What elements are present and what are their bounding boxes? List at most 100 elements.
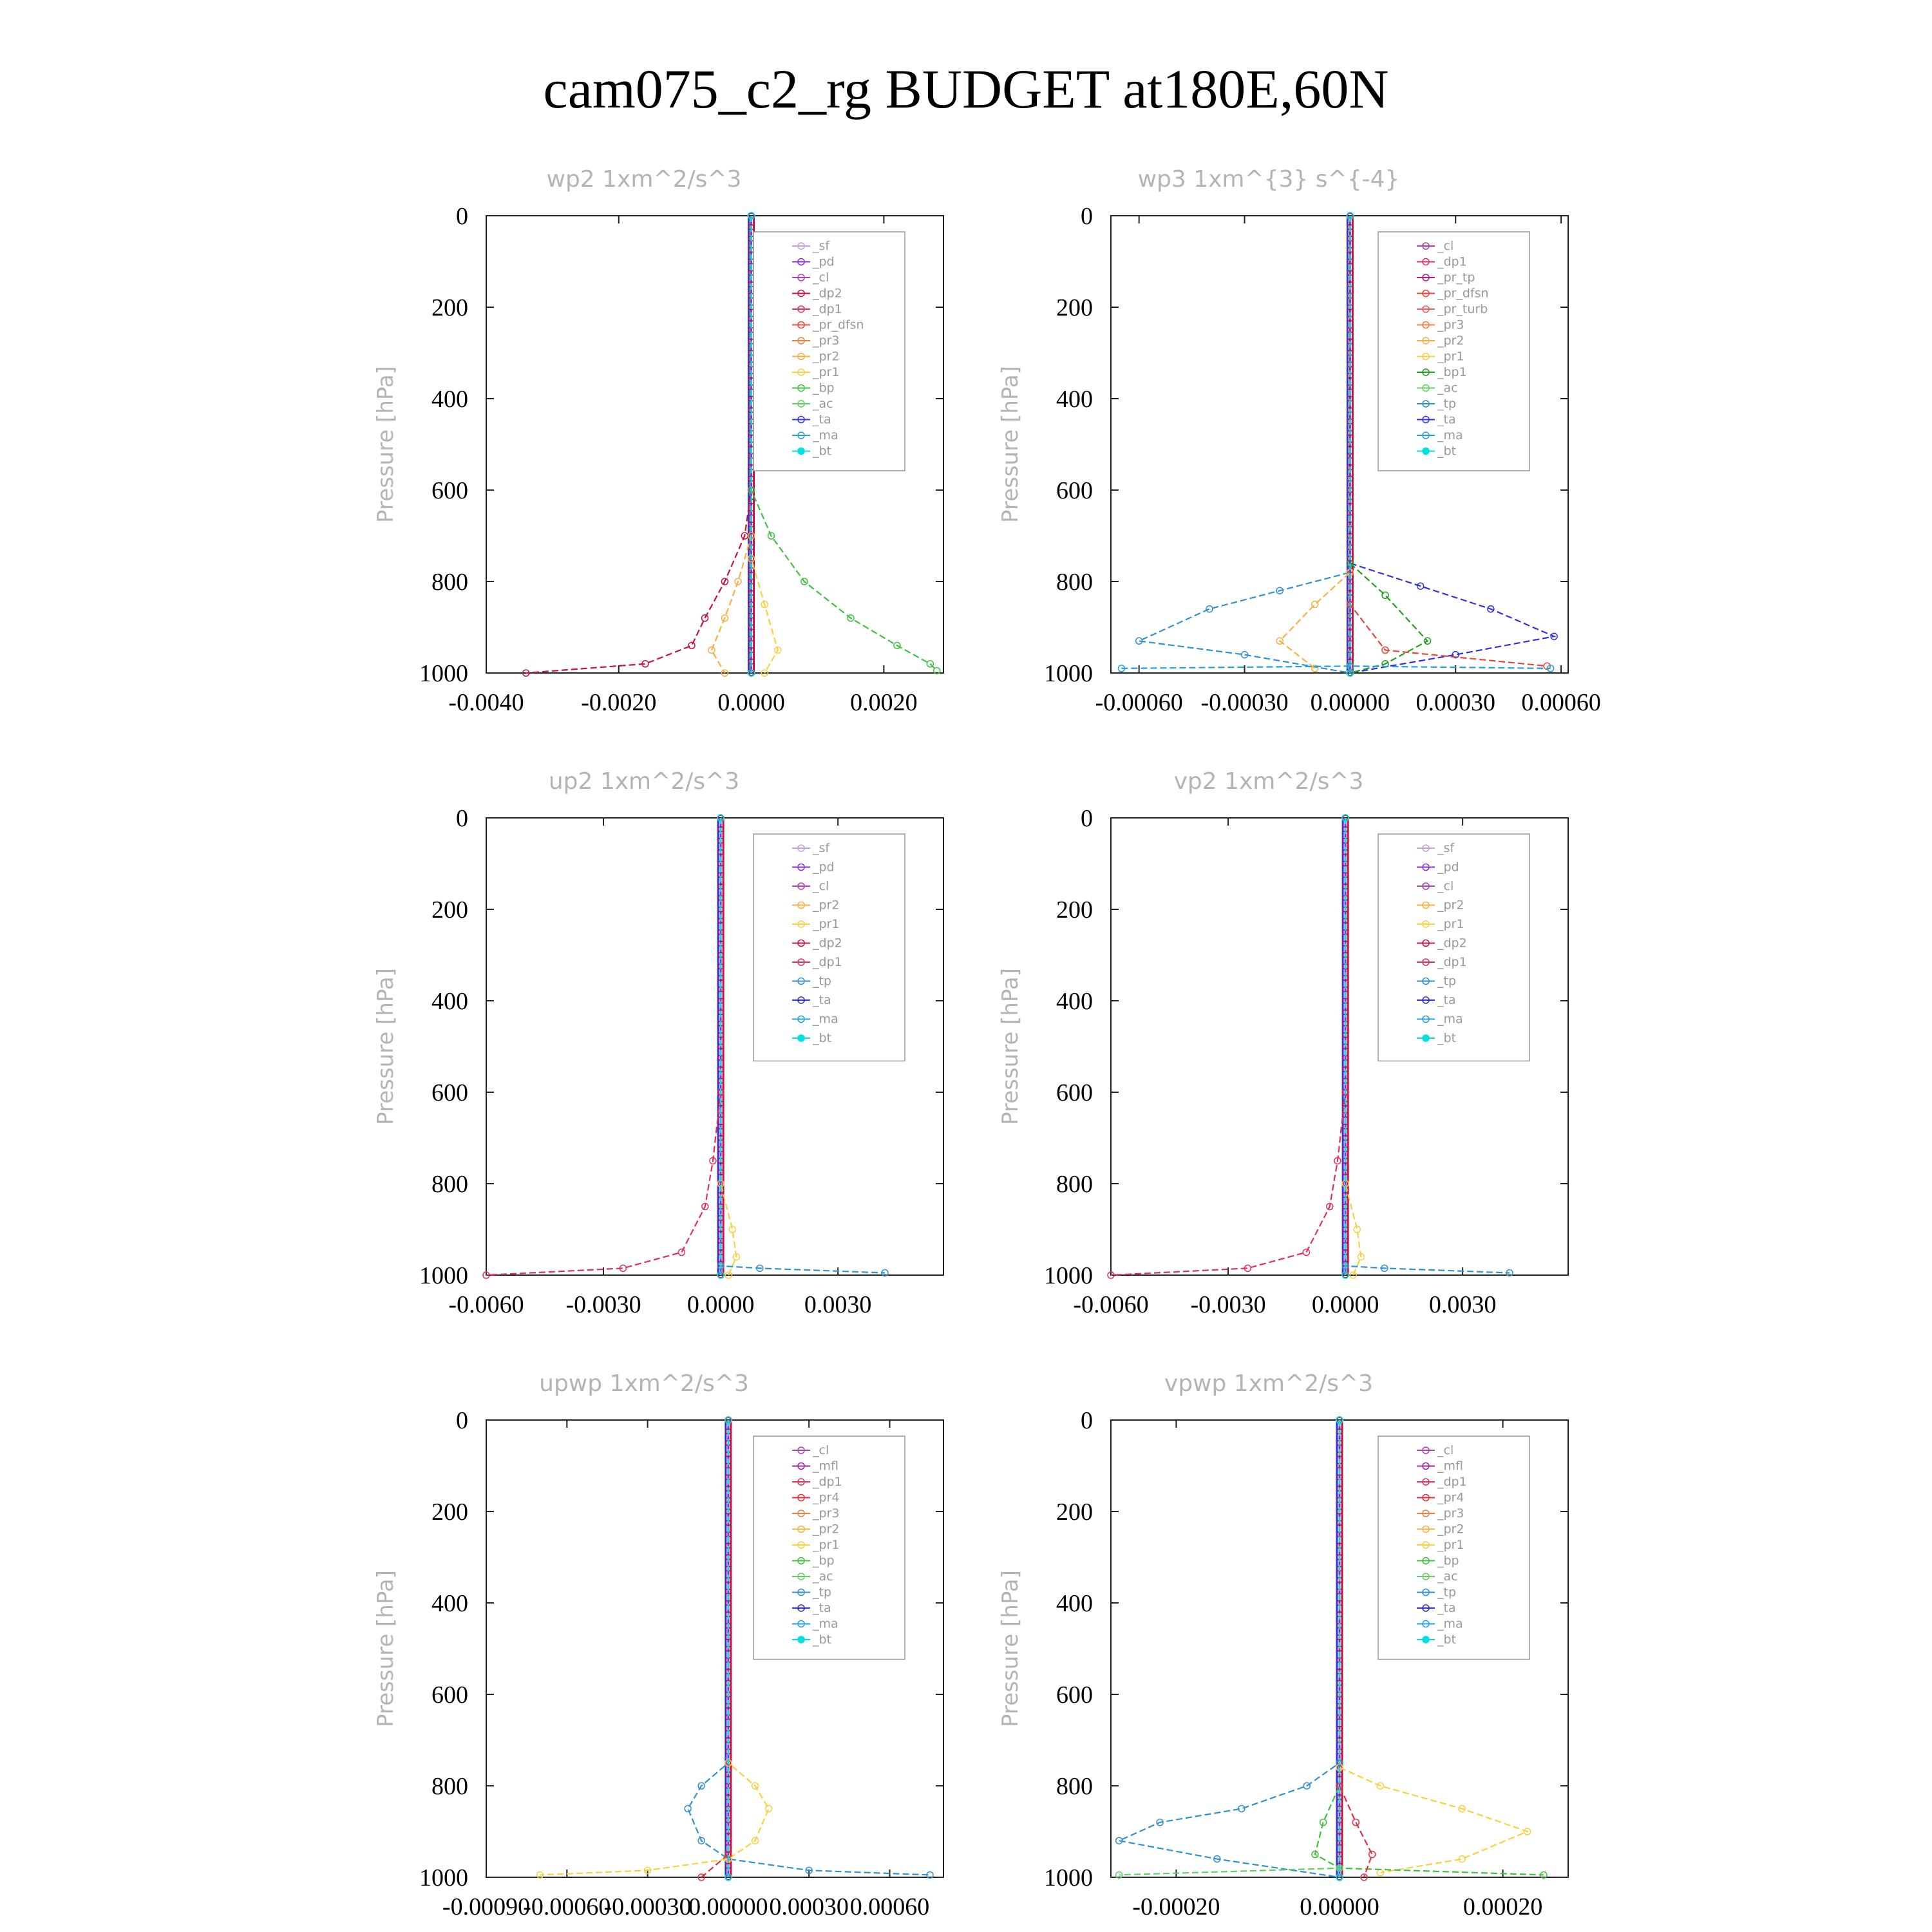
legend-marker bbox=[1422, 1478, 1430, 1486]
panel-2: wp3 1xm^{3} s^{-4} Pressure [hPa] 0 200 400 6… bbox=[998, 166, 1601, 716]
legend-label: _dp1 bbox=[812, 955, 842, 969]
series-marker bbox=[1311, 665, 1319, 672]
legend-label: _pr2 bbox=[812, 898, 839, 913]
series-marker bbox=[805, 1866, 813, 1875]
series-marker bbox=[751, 1782, 759, 1790]
series-marker bbox=[1303, 1782, 1311, 1790]
legend-label: _bt bbox=[812, 1031, 831, 1045]
legend-marker bbox=[1422, 1015, 1430, 1023]
x-tick-label: -0.00020 bbox=[1132, 1893, 1220, 1920]
legend-label: _pr1 bbox=[1437, 350, 1464, 364]
x-tick-label: 0.0000 bbox=[687, 1291, 755, 1318]
legend-marker bbox=[797, 447, 805, 455]
series-marker bbox=[1357, 1253, 1365, 1261]
legend-label: _ma bbox=[812, 1012, 838, 1027]
legend-marker bbox=[1422, 882, 1430, 890]
y-tick-label: 600 bbox=[431, 1681, 468, 1709]
legend-marker bbox=[1422, 1462, 1430, 1470]
series-marker bbox=[1213, 1855, 1221, 1863]
series-marker bbox=[1416, 582, 1425, 590]
series-marker bbox=[1341, 814, 1349, 822]
legend-label: _tp bbox=[812, 974, 831, 989]
series-marker bbox=[1346, 212, 1354, 220]
y-tick-label: 800 bbox=[431, 1773, 468, 1800]
legend-marker bbox=[797, 1588, 805, 1596]
legend-marker bbox=[797, 1557, 805, 1565]
legend-marker bbox=[797, 977, 805, 985]
series-marker bbox=[724, 1271, 732, 1279]
series-marker bbox=[717, 814, 724, 822]
legend-label: _ac bbox=[812, 397, 833, 411]
legend-label: _pr1 bbox=[812, 917, 839, 931]
series-marker bbox=[1550, 632, 1558, 640]
legend-label: _sf bbox=[812, 841, 830, 855]
y-tick-label: 800 bbox=[431, 1171, 468, 1198]
series-marker bbox=[641, 660, 649, 668]
series-marker bbox=[1523, 1828, 1531, 1835]
y-tick-label: 600 bbox=[1056, 1681, 1093, 1709]
x-tick-label: 0.00000 bbox=[1311, 689, 1390, 716]
series-marker bbox=[1423, 637, 1432, 645]
x-tick-label: -0.0020 bbox=[581, 689, 656, 716]
series-marker bbox=[1381, 1264, 1388, 1273]
x-tick-label: 0.00060 bbox=[850, 1893, 930, 1920]
legend-label: _ma bbox=[1437, 1617, 1463, 1631]
legend-box bbox=[753, 1435, 905, 1660]
legend-marker bbox=[797, 258, 805, 266]
series-marker bbox=[482, 1271, 490, 1279]
legend-label: _dp1 bbox=[1437, 1475, 1467, 1489]
y-tick-label: 0 bbox=[1081, 805, 1093, 832]
y-axis-label: Pressure [hPa] bbox=[998, 1570, 1023, 1727]
y-tick-label: 800 bbox=[431, 569, 468, 596]
legend-label: _pr3 bbox=[812, 1506, 839, 1520]
legend-label: _tp bbox=[1437, 397, 1456, 411]
legend-label: _ta bbox=[812, 1601, 831, 1615]
series-marker bbox=[724, 1416, 732, 1424]
panel-3: up2 1xm^2/s^3 Pressure [hPa] 0 200 400 600 800… bbox=[373, 768, 944, 1318]
series-marker bbox=[761, 600, 768, 609]
series-marker bbox=[708, 646, 715, 654]
legend-marker bbox=[1422, 1510, 1430, 1517]
y-axis-label: Pressure [hPa] bbox=[373, 968, 399, 1125]
legend-label: _bt bbox=[812, 1633, 831, 1647]
legend-marker bbox=[1422, 431, 1430, 439]
legend-marker bbox=[1422, 1636, 1430, 1643]
series-marker bbox=[717, 1271, 724, 1279]
legend-marker bbox=[797, 289, 805, 298]
legend-label: _pr2 bbox=[1437, 1522, 1464, 1537]
series-marker bbox=[522, 669, 530, 677]
legend-label: _pr2 bbox=[812, 1522, 839, 1537]
x-tick-label: -0.00060 bbox=[1095, 689, 1183, 716]
x-tick-label: 0.0000 bbox=[717, 689, 785, 716]
legend-marker bbox=[1422, 1557, 1430, 1565]
series-marker bbox=[1115, 1871, 1123, 1879]
panel-title: wp3 1xm^{3} s^{-4} bbox=[1138, 166, 1400, 193]
legend-marker bbox=[797, 321, 805, 329]
legend-marker bbox=[1422, 242, 1430, 250]
series-marker bbox=[1381, 646, 1389, 654]
legend-marker bbox=[797, 1620, 805, 1628]
legend-label: _pr_dfsn bbox=[812, 318, 864, 332]
legend-marker bbox=[1422, 305, 1430, 313]
series-marker bbox=[1452, 650, 1459, 659]
series-marker bbox=[619, 1264, 627, 1273]
x-tick-label: -0.0030 bbox=[565, 1291, 641, 1318]
legend-marker bbox=[1422, 368, 1430, 376]
series-marker bbox=[1135, 637, 1143, 645]
x-tick-label: -0.00030 bbox=[1200, 689, 1288, 716]
legend-label: _pd bbox=[812, 255, 835, 269]
legend-label: _sf bbox=[1437, 841, 1455, 855]
y-tick-label: 600 bbox=[1056, 1079, 1093, 1106]
legend-marker bbox=[1422, 1541, 1430, 1549]
series-marker bbox=[721, 578, 729, 585]
legend-label: _cl bbox=[1437, 879, 1454, 893]
panel-title: wp2 1xm^2/s^3 bbox=[547, 166, 742, 193]
legend-label: _bt bbox=[812, 444, 831, 459]
legend-label: _pr_tp bbox=[1437, 270, 1475, 285]
series-marker bbox=[761, 669, 768, 677]
legend-label: _cl bbox=[812, 879, 829, 893]
legend-label: _dp1 bbox=[812, 1475, 842, 1489]
series-marker bbox=[734, 578, 742, 585]
legend-marker bbox=[1422, 258, 1430, 266]
x-tick-label: 0.00030 bbox=[769, 1893, 849, 1920]
